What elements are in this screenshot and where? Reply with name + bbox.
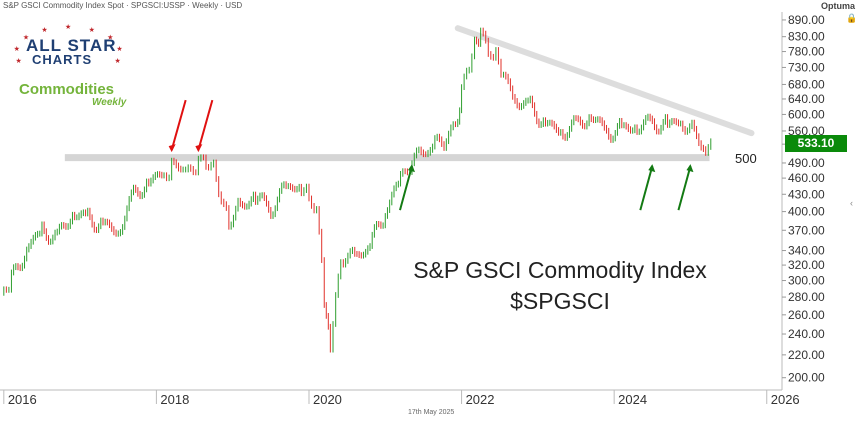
y-tick-label: 730.00 [788,60,825,74]
logo-star-icon: ★ [114,57,120,65]
logo-star-icon: ★ [116,45,122,53]
collapse-panel-icon[interactable]: ‹ [850,198,853,208]
y-tick-label: 200.00 [788,371,825,385]
chart-date: 17th May 2025 [408,409,455,416]
x-tick-label: 2016 [8,392,37,407]
green-arrow [399,165,413,211]
y-tick-label: 780.00 [788,45,825,59]
logo-star-icon: ★ [16,57,22,65]
y-tick-label: 430.00 [788,187,825,201]
green-arrow [677,165,692,211]
logo-charts: CHARTS [32,52,93,67]
x-tick-label: 2026 [771,392,800,407]
red-arrow [170,99,187,151]
lock-icon[interactable]: 🔒 [846,13,858,23]
chart-annotation-ticker: $SPGSCI [510,288,610,314]
last-price-badge: 533.10 [785,135,847,152]
chart-annotation-title: S&P GSCI Commodity Index [413,257,707,283]
y-tick-label: 400.00 [788,205,825,219]
green-arrow [639,165,654,211]
x-tick-label: 2022 [466,392,495,407]
y-tick-label: 680.00 [788,77,825,91]
y-tick-label: 460.00 [788,171,825,185]
y-tick-label: 490.00 [788,156,825,170]
x-tick-label: 2024 [618,392,647,407]
logo-weekly: Weekly [92,97,127,108]
y-tick-label: 370.00 [788,223,825,237]
logo-all-star: ALL STAR [26,36,117,55]
y-tick-label: 320.00 [788,258,825,272]
optuma-brand: Optuma [820,1,855,11]
y-tick-label: 280.00 [788,290,825,304]
red-arrow-head [195,144,203,153]
y-tick-label: 300.00 [788,274,825,288]
logo-star-icon: ★ [14,45,20,53]
y-tick-label: 890.00 [788,13,825,27]
green-arrow-head [407,164,415,173]
green-arrow-head [648,164,656,173]
chart-header-title: S&P GSCI Commodity Index Spot · SPGSCI:U… [3,1,243,10]
support-band [64,154,710,162]
y-tick-label: 260.00 [788,308,825,322]
resistance-trendline [454,25,755,137]
logo-star-icon: ★ [23,34,29,42]
y-tick-label: 340.00 [788,244,825,258]
y-tick-label: 560.00 [788,124,825,138]
logo-star-icon: ★ [107,34,113,42]
y-tick-label: 640.00 [788,92,825,106]
logo-star-icon: ★ [89,26,95,34]
logo-star-icon: ★ [65,23,71,31]
x-tick-label: 2018 [160,392,189,407]
y-tick-label: 830.00 [788,30,825,44]
y-tick-label: 240.00 [788,327,825,341]
red-arrow [197,99,214,151]
logo-commodities: Commodities [19,81,115,98]
logo-star-icon: ★ [41,26,47,34]
red-arrow-head [168,144,176,153]
green-arrow-head [686,164,694,173]
y-tick-label: 220.00 [788,348,825,362]
x-tick-label: 2020 [313,392,342,407]
y-tick-label: 600.00 [788,107,825,121]
support-level-label: 500 [735,151,757,166]
